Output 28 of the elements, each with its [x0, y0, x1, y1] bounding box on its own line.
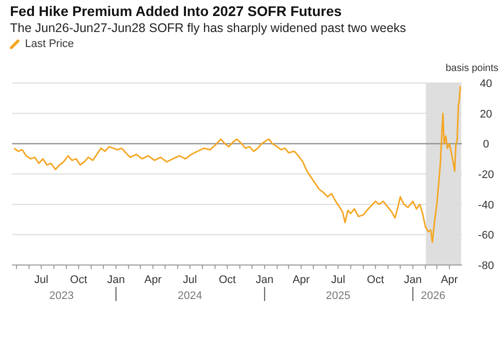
y-tick-label: 40	[480, 78, 492, 90]
x-tick-label: Oct	[70, 274, 88, 286]
y-tick-label: -20	[478, 169, 494, 181]
y-tick-label: -40	[478, 199, 494, 212]
y-axis-title: basis points	[446, 63, 498, 74]
y-tick-label: 20	[480, 108, 492, 120]
x-tick-label: Jan	[256, 274, 274, 286]
line-series	[13, 85, 462, 243]
x-tick-label: Apr	[144, 274, 162, 286]
x-tick-label: Jan	[404, 274, 422, 286]
x2-tick-label: 2025	[326, 290, 350, 302]
x2-tick-label: 2023	[49, 290, 74, 302]
y-tick-label: 0	[482, 138, 490, 151]
x-tick-label: Apr	[440, 274, 458, 286]
x-tick-label: Jan	[107, 274, 125, 286]
chart-subtitle: The Jun26-Jun27-Jun28 SOFR fly has sharply widened past two weeks	[10, 21, 406, 35]
legend-label: Last Price	[24, 38, 74, 50]
x2-tick-label: 2026	[420, 290, 446, 302]
x-tick-label: Oct	[218, 274, 236, 286]
x-tick-label: Jul	[34, 274, 48, 286]
chart-title: Fed Hike Premium Added Into 2027 SOFR Futures	[10, 3, 342, 19]
x-tick-label: Oct	[366, 274, 384, 286]
x2-tick-label: 2024	[178, 290, 202, 302]
y-tick-label: -60	[478, 230, 494, 242]
y-tick-label: -80	[478, 260, 494, 272]
x-tick-label: Jul	[331, 274, 346, 286]
x-tick-label: Jul	[182, 274, 197, 286]
x-tick-label: Apr	[292, 274, 310, 286]
